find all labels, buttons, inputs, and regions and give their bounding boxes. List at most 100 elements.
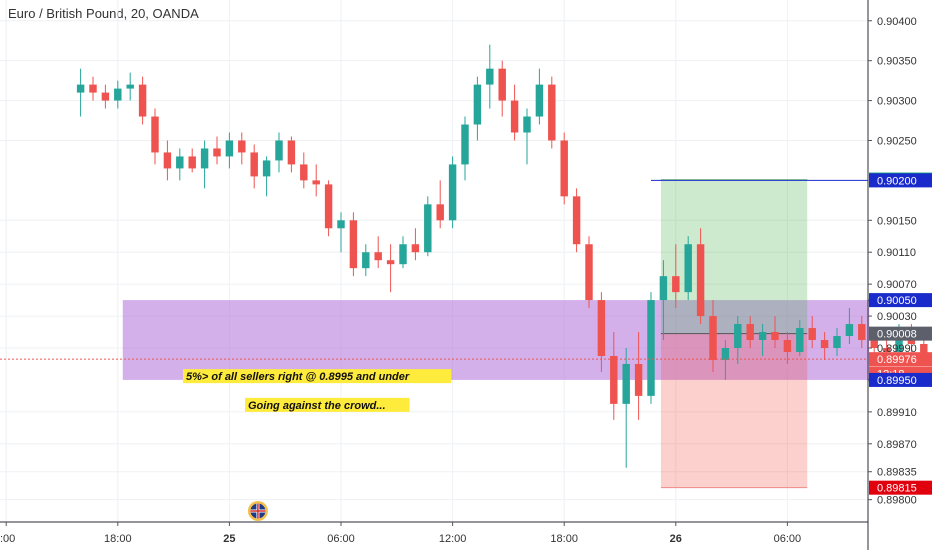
candle-body <box>76 84 85 93</box>
candle-body <box>672 276 680 293</box>
candle-body <box>709 316 717 360</box>
candle-body <box>101 92 110 101</box>
price-tick-label: 0.89990 <box>877 343 917 355</box>
candle-body <box>647 300 655 396</box>
candle-body <box>746 324 754 341</box>
price-tick-label: 0.90150 <box>877 215 917 227</box>
candle-body <box>362 252 370 269</box>
candle-body <box>858 324 866 341</box>
price-tick-label: 0.89910 <box>877 407 917 419</box>
candle-body <box>498 68 506 101</box>
candle-body <box>349 220 358 269</box>
price-tick-label: 0.90250 <box>877 135 917 147</box>
candle-body <box>238 140 246 153</box>
time-tick-label: 18:00 <box>104 533 132 545</box>
candle-body <box>820 340 829 348</box>
candle-body <box>399 244 407 265</box>
price-tick-label: 0.90350 <box>877 56 917 68</box>
price-badge <box>869 372 932 387</box>
candle-body <box>721 348 730 360</box>
candle-body <box>634 363 643 396</box>
candle-body <box>808 328 816 341</box>
price-badge-label: 0.89976 <box>877 354 917 366</box>
candle-body <box>882 348 891 352</box>
time-tick-label: 06:00 <box>774 533 802 545</box>
candle-body <box>684 244 692 293</box>
candle-body <box>300 164 308 181</box>
candle-body <box>796 328 804 352</box>
price-badge-label: 0.90008 <box>877 329 917 341</box>
candle-body <box>163 152 172 169</box>
price-tick-label: 0.89800 <box>877 495 917 507</box>
price-badge-label: 0.90050 <box>877 295 917 307</box>
price-tick-label: 0.90400 <box>877 16 917 28</box>
price-badge-label: 0.89950 <box>877 375 917 387</box>
price-tick-label: 0.90030 <box>877 311 917 323</box>
candle-body <box>436 204 444 221</box>
candle-body <box>114 88 122 101</box>
candle-body <box>337 220 345 229</box>
candle-body <box>622 363 630 404</box>
position-target-zone[interactable] <box>660 179 808 334</box>
candle-body <box>225 140 234 157</box>
candle-body <box>758 332 767 341</box>
annotation-label-bg[interactable] <box>245 397 410 412</box>
chart-title: Euro / British Pound, 20, OANDA <box>8 6 199 21</box>
candle-body <box>560 140 568 197</box>
candle-body <box>275 140 283 161</box>
candle-body <box>572 196 581 245</box>
time-tick-label: 25 <box>223 533 235 545</box>
time-tick-label: :00 <box>0 533 15 545</box>
price-tick-label: 0.89870 <box>877 439 917 451</box>
candle-body <box>386 260 395 265</box>
time-tick-label: 06:00 <box>327 533 355 545</box>
price-badge <box>869 293 932 308</box>
price-tick-label: 0.90070 <box>877 279 917 291</box>
price-badge <box>869 480 932 495</box>
price-tick-label: 0.90110 <box>877 247 916 259</box>
candle-body <box>473 84 482 125</box>
candle-body <box>535 84 544 117</box>
candle-body <box>200 148 209 169</box>
time-tick-label: 18:00 <box>550 533 578 545</box>
price-badge <box>869 352 932 367</box>
axis-corner <box>869 523 932 550</box>
price-badge-label: 0.89815 <box>877 483 917 495</box>
candle-body <box>176 156 184 169</box>
candle-body <box>845 324 854 337</box>
candle-body <box>486 68 494 85</box>
price-badge <box>869 173 932 188</box>
annotation-label-bg[interactable] <box>183 369 452 384</box>
candle-body <box>548 84 556 141</box>
candle-body <box>250 152 258 177</box>
candle-body <box>213 148 221 157</box>
candle-body <box>783 340 792 352</box>
candle-body <box>188 156 196 169</box>
candle-body <box>920 344 928 356</box>
sell-zone-box[interactable] <box>122 300 870 380</box>
price-badge <box>869 326 932 341</box>
price-tick-label: 0.89835 <box>877 467 917 479</box>
candle-body <box>461 124 469 165</box>
position-stop-zone[interactable] <box>660 333 808 488</box>
candle-body <box>324 184 333 229</box>
candle-body <box>287 140 296 165</box>
candle-body <box>523 116 531 133</box>
candle-body <box>833 336 841 348</box>
candle-body <box>597 300 606 356</box>
time-tick-label: 26 <box>670 533 682 545</box>
candle-body <box>411 244 420 253</box>
time-tick-label: 12:00 <box>439 533 467 545</box>
price-tick-label: 0.90300 <box>877 96 917 108</box>
candle-body <box>448 164 457 221</box>
candle-body <box>734 324 742 348</box>
candle-body <box>895 332 903 352</box>
candle-body <box>585 244 593 301</box>
candle-body <box>312 180 320 185</box>
candle-body <box>374 252 382 261</box>
annotation-label[interactable]: 5%> of all sellers right @ 0.8995 and un… <box>186 371 410 383</box>
annotation-label[interactable]: Going against the crowd... <box>248 400 386 412</box>
candle-body <box>610 355 618 404</box>
candle-body <box>510 100 519 133</box>
